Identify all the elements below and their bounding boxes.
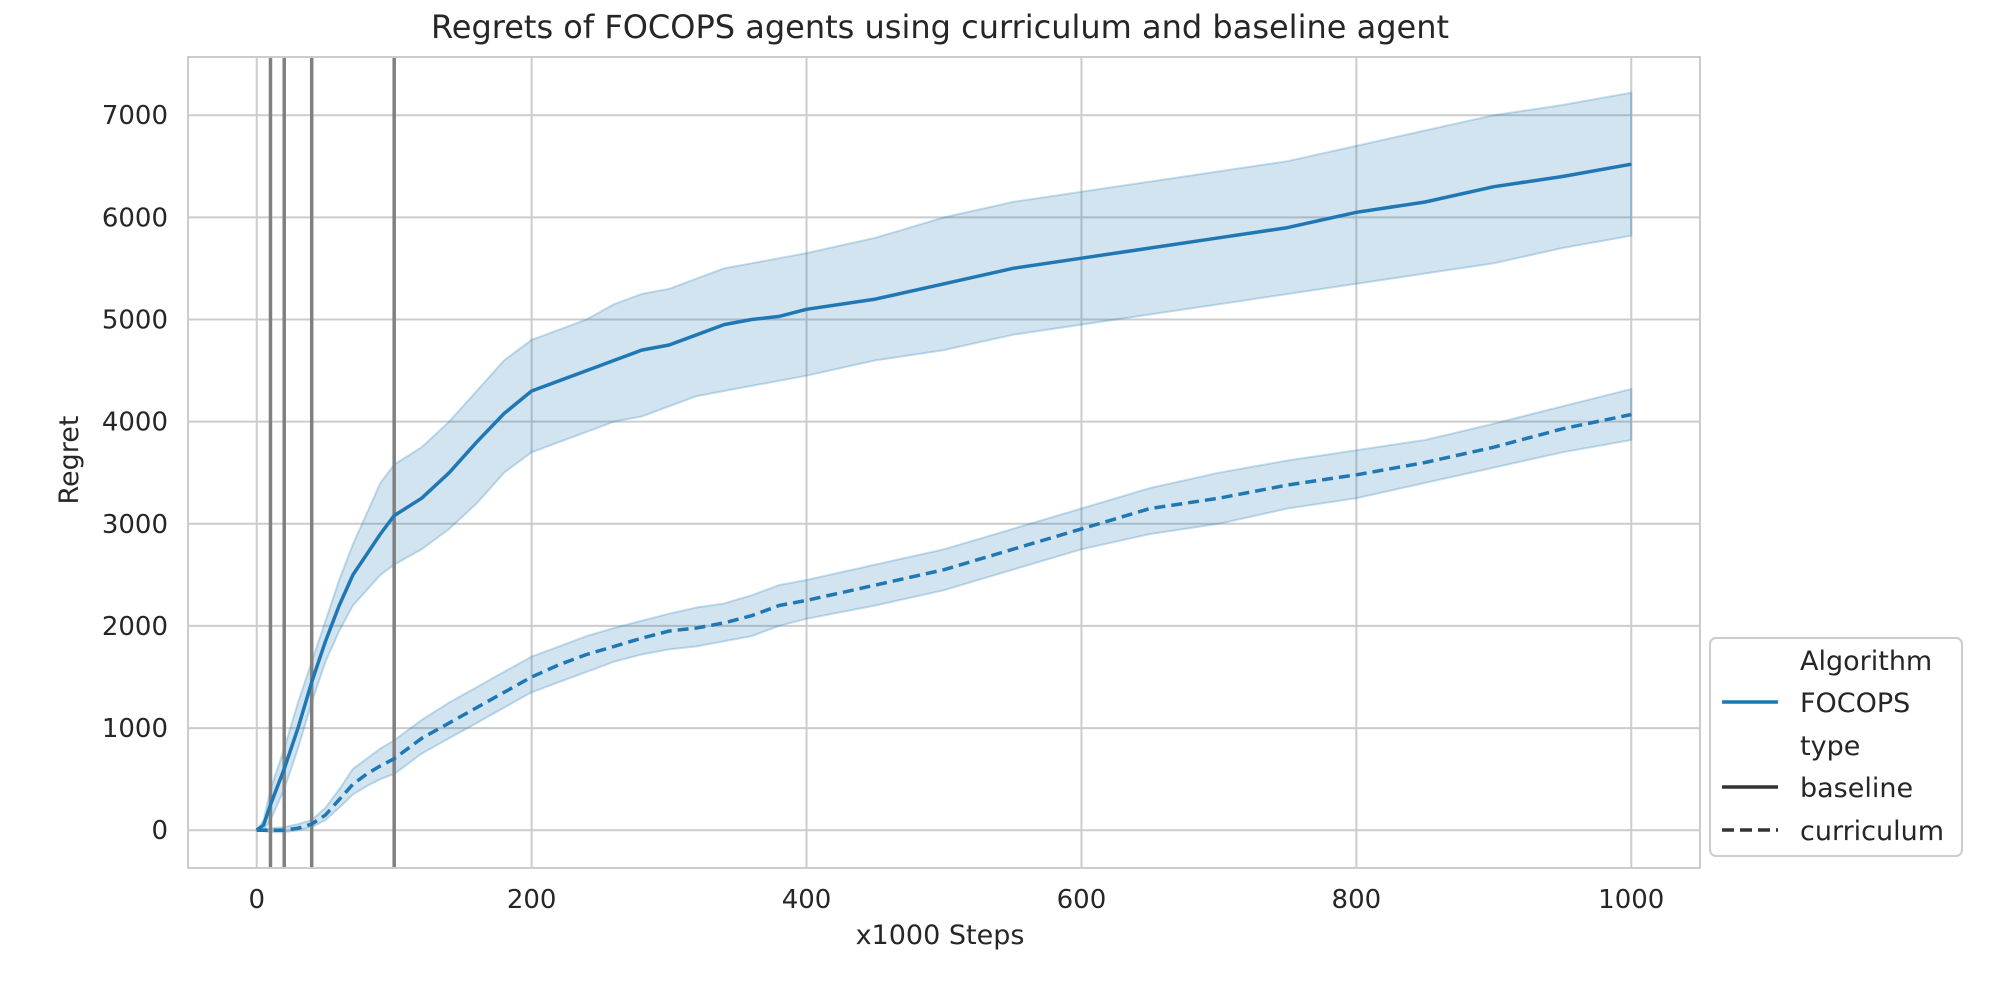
plot-frame <box>187 56 1701 869</box>
y-tick-label: 7000 <box>102 101 168 131</box>
series-lines <box>255 162 1632 832</box>
chart-title: Regrets of FOCOPS agents using curriculu… <box>431 8 1449 46</box>
legend-label-baseline: baseline <box>1800 773 1913 804</box>
y-tick-label: 5000 <box>102 306 168 336</box>
tick-labels: 0 200 400 600 800 1000 0 1000 2000 3000 4000 5000 60… <box>102 101 1665 915</box>
y-tick-label: 6000 <box>102 203 168 233</box>
legend: Algorithm FOCOPS type baseline curriculu… <box>1709 637 1963 857</box>
series-line-baseline <box>255 162 1632 832</box>
x-tick-label: 400 <box>782 885 832 915</box>
x-tick-label: 1000 <box>1598 885 1664 915</box>
legend-box <box>1709 637 1963 857</box>
x-tick-label: 0 <box>248 885 265 915</box>
x-tick-label: 200 <box>507 885 557 915</box>
y-tick-label: 4000 <box>102 408 168 438</box>
y-tick-label: 3000 <box>102 510 168 540</box>
legend-title-type: type <box>1800 731 1860 762</box>
grid-layer <box>188 57 1700 868</box>
x-tick-label: 600 <box>1057 885 1107 915</box>
y-tick-label: 1000 <box>102 714 168 744</box>
y-tick-label: 0 <box>151 816 168 846</box>
legend-title-algorithm: Algorithm <box>1800 646 1932 677</box>
legend-label-curriculum: curriculum <box>1800 816 1944 847</box>
legend-label-focops: FOCOPS <box>1800 688 1910 719</box>
y-axis-label: Regret <box>54 415 85 504</box>
y-tick-label: 2000 <box>102 612 168 642</box>
x-axis-label: x1000 Steps <box>856 920 1025 951</box>
x-tick-label: 800 <box>1332 885 1382 915</box>
vertical-markers <box>268 57 396 868</box>
series-line-curriculum <box>256 412 1632 832</box>
